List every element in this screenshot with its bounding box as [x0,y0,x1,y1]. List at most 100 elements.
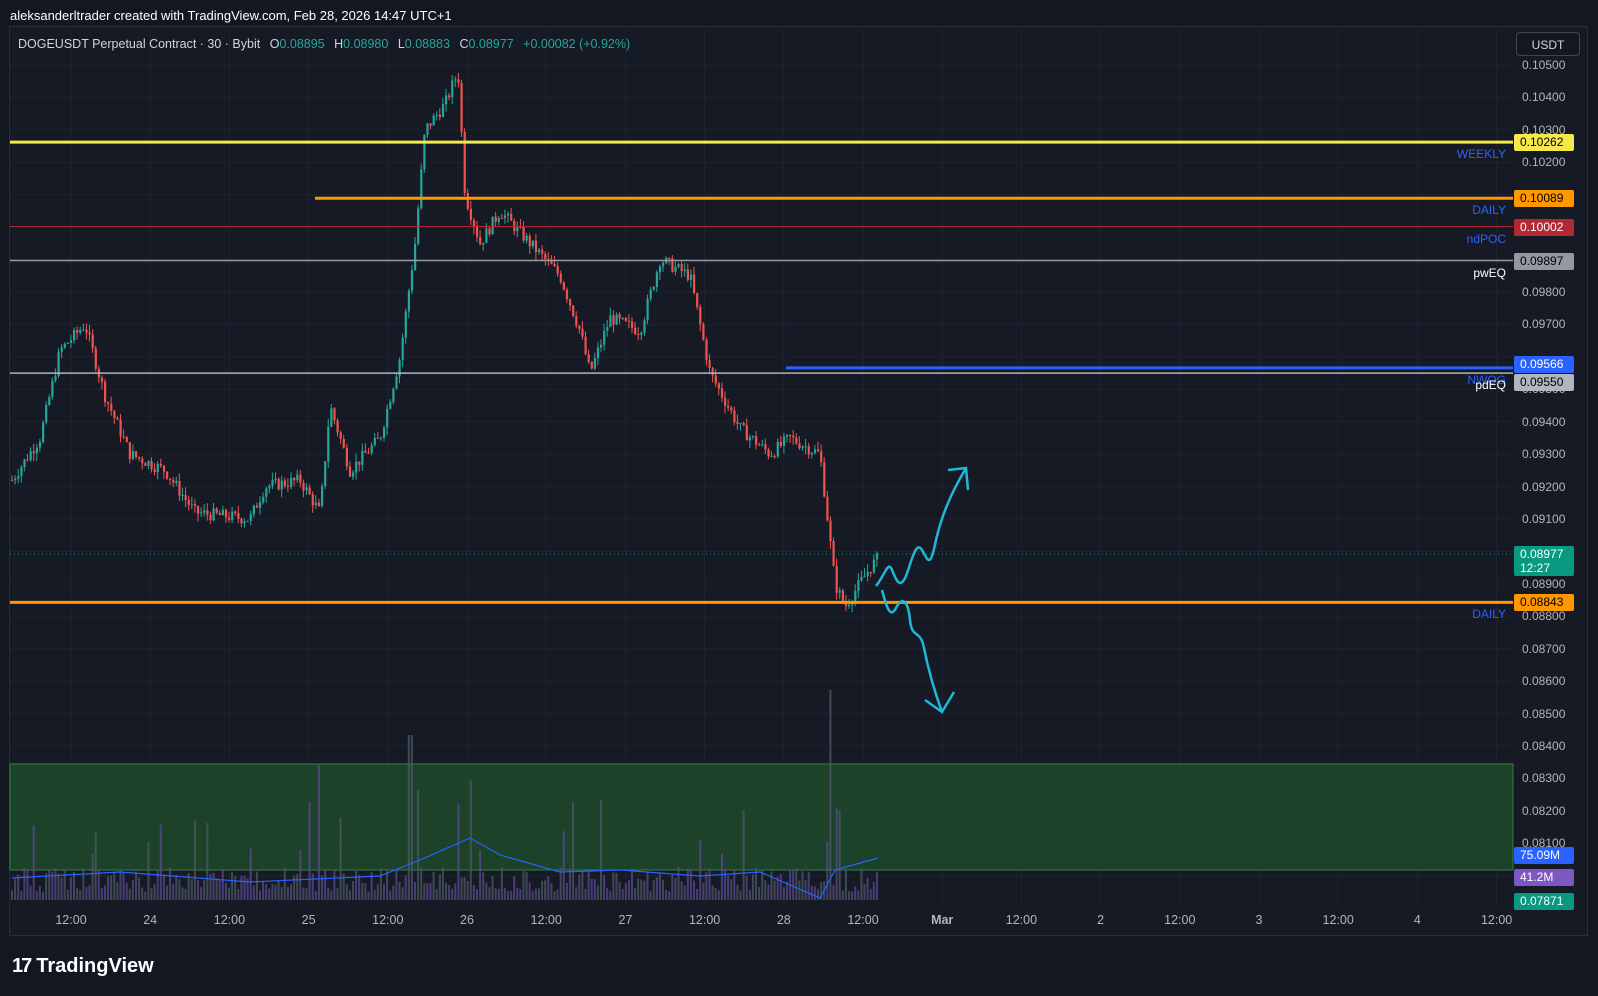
volume-bar [742,810,745,900]
volume-bar [472,884,475,900]
candle-body [844,602,848,607]
candle-body [370,445,373,453]
volume-bar [841,890,844,900]
volume-bar [860,868,863,900]
candle-body [69,340,73,343]
last-price-tag: 0.08977 12:27 [1514,546,1574,576]
candle-body [655,272,658,287]
candle-body [299,474,302,483]
candle-body [553,264,556,267]
candle-body [618,314,621,319]
candle-body [547,258,550,260]
candle-body [314,502,317,506]
volume-bar [454,883,457,900]
candle-body [603,330,606,345]
currency-button[interactable]: USDT [1516,32,1580,56]
volume-bar [689,870,692,900]
candle-body [100,377,104,382]
candle-body [491,216,494,235]
time-axis-label: 12:00 [1164,913,1196,927]
candle-body [166,471,169,479]
candle-body [686,269,689,280]
level-price-tag: 0.10089 [1514,190,1574,208]
candle-body [507,213,510,216]
volume-bar [187,872,190,900]
volume-bar [643,880,646,900]
volume-bar [94,832,97,900]
volume-bar [138,877,141,900]
volume-bar [435,889,438,900]
candle-body [20,467,23,477]
volume-bar [751,874,754,900]
volume-bar [110,875,113,900]
volume-bar [600,800,602,900]
candle-body [590,361,593,369]
volume-value-tag: 41.2M [1514,869,1574,886]
candle-body [79,330,82,333]
candle-body [51,380,54,398]
candle-body [823,462,826,497]
candle-body [643,320,646,333]
volume-bar [190,879,193,900]
candle-body [860,577,863,581]
candle-body [758,444,761,446]
symbol-legend[interactable]: DOGEUSDT Perpetual Contract · 30 · Bybit… [18,37,630,51]
time-axis-label: 12:00 [1322,913,1354,927]
candle-body [693,274,696,293]
volume-bar [466,880,469,900]
volume-bar [724,868,726,900]
candle-body [35,447,38,454]
volume-bar [764,880,767,900]
tradingview-logo[interactable]: 17 TradingView [12,955,154,978]
level-price-tag: 0.10002 [1514,218,1574,236]
candle-body [820,451,823,463]
candle-body [782,436,786,446]
candle-body [755,436,758,445]
volume-bar [875,871,878,900]
candle-body [627,320,631,322]
volume-bar [376,883,379,900]
candle-body [76,329,79,333]
candle-body [410,269,414,291]
volume-bar [770,871,773,900]
candle-body [503,215,507,219]
bar-countdown: 12:27 [1520,561,1551,575]
volume-bar [243,875,246,900]
candle-body [429,123,432,126]
volume-bar [373,889,376,900]
candle-body [345,447,348,467]
candle-body [776,441,779,457]
volume-value-tag: 75.09M [1514,847,1574,864]
candle-body [748,437,751,441]
candle-body [317,502,321,507]
volume-bar [686,868,689,900]
volume-bar [324,870,327,900]
volume-bar [519,889,522,900]
candle-body [581,328,584,337]
demand-zone [9,763,1514,871]
volume-bar [342,873,345,900]
volume-bar [277,881,280,900]
candle-body [733,410,736,422]
volume-bar [820,882,823,900]
volume-bar [423,882,426,900]
price-axis-label: 0.10400 [1522,90,1566,105]
candle-body [810,452,813,455]
candle-body [17,476,20,479]
low-value: 0.08883 [404,37,450,51]
time-axis-label: 12:00 [1005,913,1038,927]
volume-bar [516,887,519,900]
candle-body [500,217,503,219]
candle-body [634,327,637,335]
volume-bar [370,872,373,900]
volume-bar [727,875,730,900]
candle-body [184,494,187,500]
volume-bar [513,876,516,900]
candle-body [271,480,274,486]
volume-bar [448,885,451,900]
volume-bar [832,884,835,900]
candle-body [727,405,730,408]
candle-body [696,292,699,308]
candle-body [454,79,457,81]
